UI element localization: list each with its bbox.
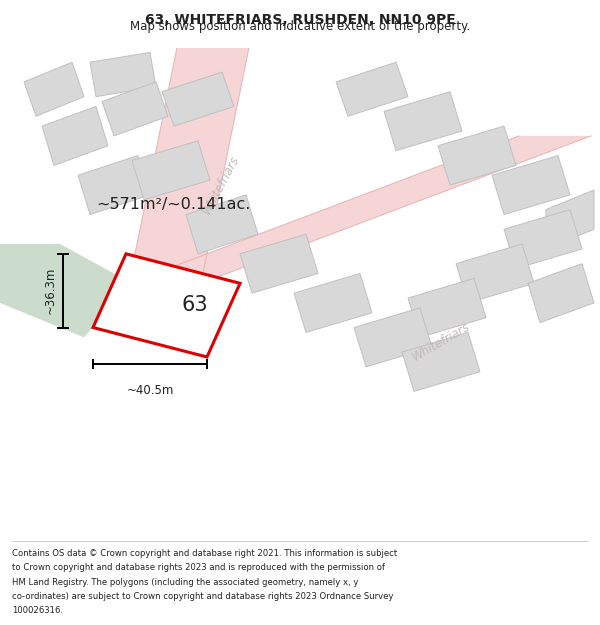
Polygon shape	[162, 72, 234, 126]
Polygon shape	[24, 62, 84, 116]
Polygon shape	[456, 244, 534, 303]
Polygon shape	[492, 156, 570, 214]
Text: Whitefriars: Whitefriars	[410, 321, 472, 364]
Polygon shape	[78, 156, 150, 214]
Polygon shape	[129, 136, 591, 283]
Text: to Crown copyright and database rights 2023 and is reproduced with the permissio: to Crown copyright and database rights 2…	[12, 563, 385, 572]
Polygon shape	[132, 141, 210, 200]
Polygon shape	[0, 244, 132, 338]
Polygon shape	[93, 254, 240, 357]
Text: ~36.3m: ~36.3m	[43, 267, 56, 314]
Polygon shape	[294, 274, 372, 332]
Polygon shape	[438, 126, 516, 185]
Text: Whitefriars: Whitefriars	[200, 153, 242, 217]
Polygon shape	[102, 82, 168, 136]
Text: co-ordinates) are subject to Crown copyright and database rights 2023 Ordnance S: co-ordinates) are subject to Crown copyr…	[12, 592, 394, 601]
Polygon shape	[240, 234, 318, 293]
Text: Map shows position and indicative extent of the property.: Map shows position and indicative extent…	[130, 20, 470, 33]
Text: 63, WHITEFRIARS, RUSHDEN, NN10 9PE: 63, WHITEFRIARS, RUSHDEN, NN10 9PE	[145, 13, 455, 28]
Polygon shape	[402, 332, 480, 391]
Polygon shape	[408, 278, 486, 338]
Polygon shape	[384, 92, 462, 151]
Text: Contains OS data © Crown copyright and database right 2021. This information is : Contains OS data © Crown copyright and d…	[12, 549, 397, 558]
Polygon shape	[546, 190, 594, 249]
Polygon shape	[504, 209, 582, 269]
Polygon shape	[354, 308, 432, 367]
Polygon shape	[336, 62, 408, 116]
Polygon shape	[528, 264, 594, 322]
Text: 100026316.: 100026316.	[12, 606, 63, 615]
Text: ~40.5m: ~40.5m	[127, 384, 173, 397]
Polygon shape	[186, 195, 258, 254]
Polygon shape	[90, 52, 156, 97]
Polygon shape	[42, 106, 108, 166]
Text: 63: 63	[182, 296, 208, 316]
Text: HM Land Registry. The polygons (including the associated geometry, namely x, y: HM Land Registry. The polygons (includin…	[12, 578, 358, 586]
Text: ~571m²/~0.141ac.: ~571m²/~0.141ac.	[96, 198, 250, 212]
Polygon shape	[129, 48, 249, 283]
